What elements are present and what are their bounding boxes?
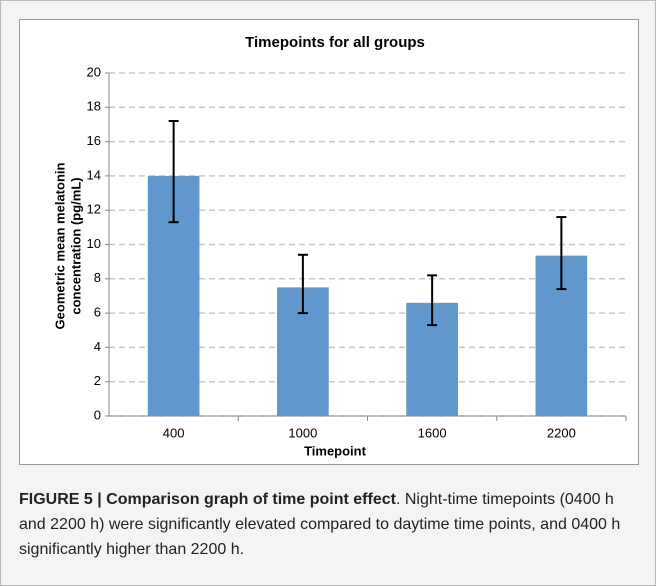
caption-heading: FIGURE 5 | Comparison graph of time poin…	[19, 491, 396, 508]
y-tick-label: 12	[87, 202, 101, 217]
y-tick-label: 0	[94, 407, 101, 422]
y-tick-label: 16	[87, 133, 101, 148]
chart-panel	[19, 19, 639, 465]
chart-title: Timepoints for all groups	[245, 34, 425, 51]
x-tick-label: 1600	[418, 425, 447, 440]
y-tick-label: 2	[94, 373, 101, 388]
x-tick-label: 2200	[547, 425, 576, 440]
y-axis-label: Geometric mean melatonin	[52, 163, 67, 330]
x-tick-label: 1000	[288, 425, 317, 440]
y-tick-label: 4	[94, 339, 101, 354]
y-tick-label: 8	[94, 270, 101, 285]
x-tick-label: 400	[163, 425, 185, 440]
caption: FIGURE 5 | Comparison graph of time poin…	[19, 487, 634, 562]
y-tick-label: 14	[87, 167, 101, 182]
y-tick-label: 20	[87, 64, 101, 79]
x-axis-label: Timepoint	[304, 443, 367, 458]
caption-text: . Night-time timepoints (0400 h and 2200…	[19, 491, 621, 558]
chart: Timepoints for all groups Timepoint Geom…	[19, 19, 639, 465]
y-tick-label: 18	[87, 99, 101, 114]
y-tick-label: 6	[94, 305, 101, 320]
y-axis-label: concentration (pg/mL)	[68, 177, 83, 314]
y-tick-label: 10	[87, 236, 101, 251]
